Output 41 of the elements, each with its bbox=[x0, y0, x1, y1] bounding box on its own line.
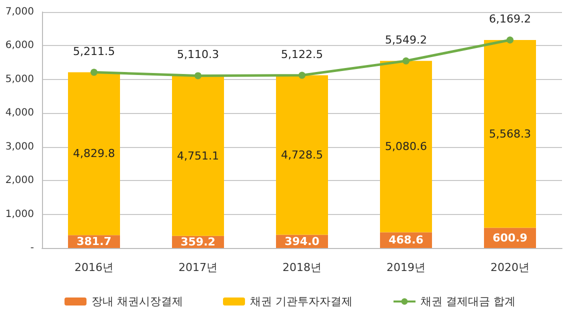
data-label: 5,122.5 bbox=[281, 48, 323, 61]
point bbox=[194, 72, 202, 80]
y-tick-label: 5,000 bbox=[5, 74, 34, 85]
data-label: 4,829.8 bbox=[73, 147, 115, 160]
data-label: 4,751.1 bbox=[177, 149, 219, 162]
data-label: 5,110.3 bbox=[177, 48, 219, 62]
point bbox=[506, 36, 514, 44]
x-tick-label: 2017년 bbox=[178, 261, 218, 274]
legend-label: 채권 기관투자자결제 bbox=[250, 295, 353, 308]
x-tick-label: 2019년 bbox=[386, 261, 426, 274]
bar bbox=[380, 60, 432, 232]
data-label: 5,080.6 bbox=[385, 140, 427, 154]
bar bbox=[68, 72, 120, 236]
data-label: 359.2 bbox=[180, 235, 216, 248]
y-tick-label: 2,000 bbox=[5, 175, 34, 186]
y-tick-label: 6,000 bbox=[5, 40, 34, 52]
bar bbox=[276, 75, 328, 235]
data-label: 4,728.5 bbox=[281, 148, 323, 162]
data-label: 5,211.5 bbox=[73, 44, 115, 58]
point bbox=[402, 57, 410, 64]
data-label: 6,169.2 bbox=[489, 12, 531, 26]
y-tick-label: - bbox=[30, 242, 34, 254]
point bbox=[298, 72, 306, 79]
legend-label: 장내 채권시장결제 bbox=[92, 295, 184, 308]
y-tick-label: 4,000 bbox=[5, 108, 34, 119]
data-label: 5,568.3 bbox=[489, 127, 531, 140]
legend-label: 채권 결제대금 합계 bbox=[420, 295, 516, 308]
point bbox=[90, 68, 98, 76]
y-tick-label: 1,000 bbox=[5, 208, 34, 220]
y-tick-label: 3,000 bbox=[5, 141, 34, 152]
bar bbox=[172, 76, 224, 236]
data-label: 600.9 bbox=[492, 231, 528, 244]
data-label: 381.7 bbox=[76, 235, 112, 248]
data-label: 468.6 bbox=[388, 234, 424, 247]
bar bbox=[484, 40, 536, 228]
data-label: 394.0 bbox=[284, 234, 320, 248]
x-tick-label: 2018년 bbox=[282, 261, 322, 274]
data-label: 5,549.2 bbox=[385, 33, 427, 46]
y-tick-label: 7,000 bbox=[5, 6, 34, 18]
x-tick-label: 2020년 bbox=[490, 261, 530, 274]
x-tick-label: 2016년 bbox=[74, 261, 114, 274]
